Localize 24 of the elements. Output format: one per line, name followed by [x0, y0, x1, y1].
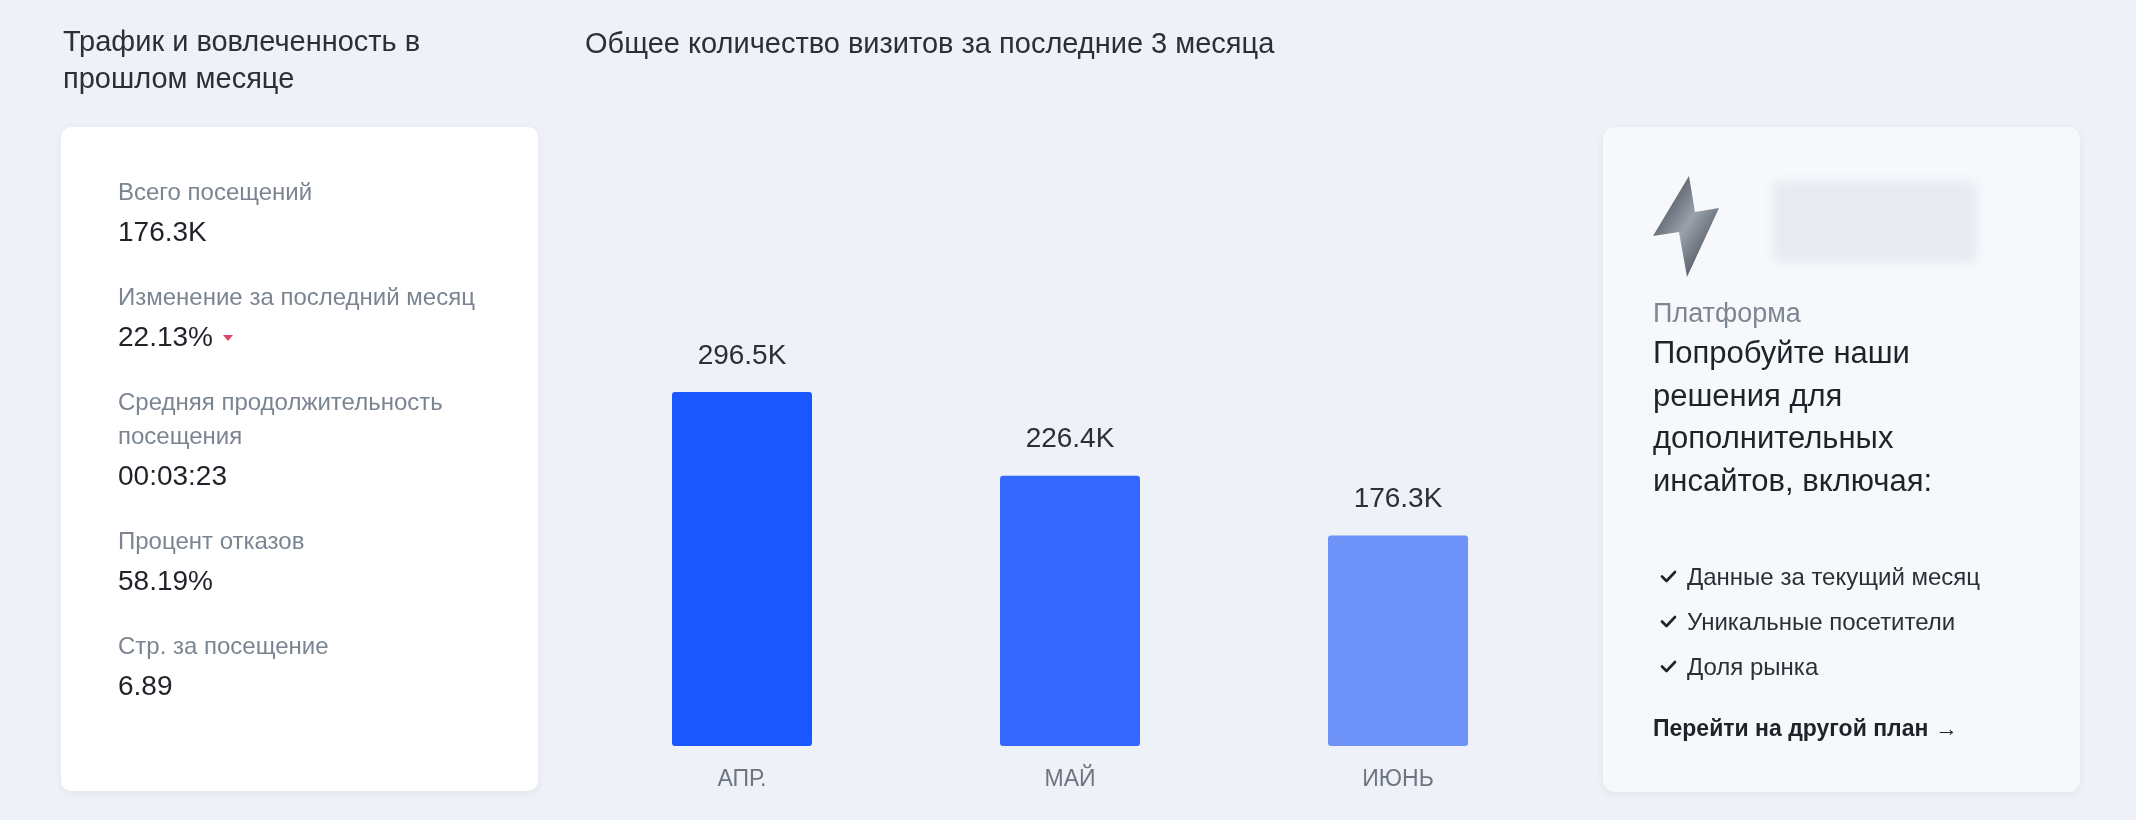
- text: Данные за текущий месяц: [1687, 562, 1981, 592]
- chart-title: Общее количество визитов за последние 3 месяца: [585, 26, 1276, 59]
- x-tick-label: АПР.: [717, 764, 767, 791]
- text: 22.13%: [118, 321, 213, 352]
- x-tick-label: ИЮНЬ: [1362, 764, 1434, 791]
- text: Средняя продолжительность посещения: [118, 388, 443, 449]
- text: Стр. за посещение: [118, 632, 329, 659]
- text: Процент отказов: [118, 527, 305, 554]
- data-label: 296.5K: [697, 338, 787, 370]
- data-label: 176.3K: [1353, 482, 1443, 514]
- text: Платформа: [1653, 297, 1801, 330]
- text: 176.3K: [118, 216, 207, 247]
- text: Доля рынка: [1687, 652, 1819, 682]
- text: Изменение за последний месяц: [118, 283, 475, 310]
- text: 00:03:23: [118, 460, 227, 491]
- text: Уникальные посетители: [1687, 607, 1956, 637]
- text: Трафик и вовлеченность в прошлом месяце: [63, 24, 422, 96]
- text: Попробуйте наши решения для дополнительных инсайтов, включая:: [1653, 334, 1934, 500]
- data-label: 226.4K: [1025, 422, 1115, 454]
- text: 58.19%: [118, 565, 213, 596]
- text: 6.89: [118, 670, 173, 701]
- x-tick-label: МАЙ: [1044, 763, 1096, 791]
- text: Всего посещений: [118, 178, 313, 205]
- text: Перейти на другой план →: [1653, 714, 1958, 743]
